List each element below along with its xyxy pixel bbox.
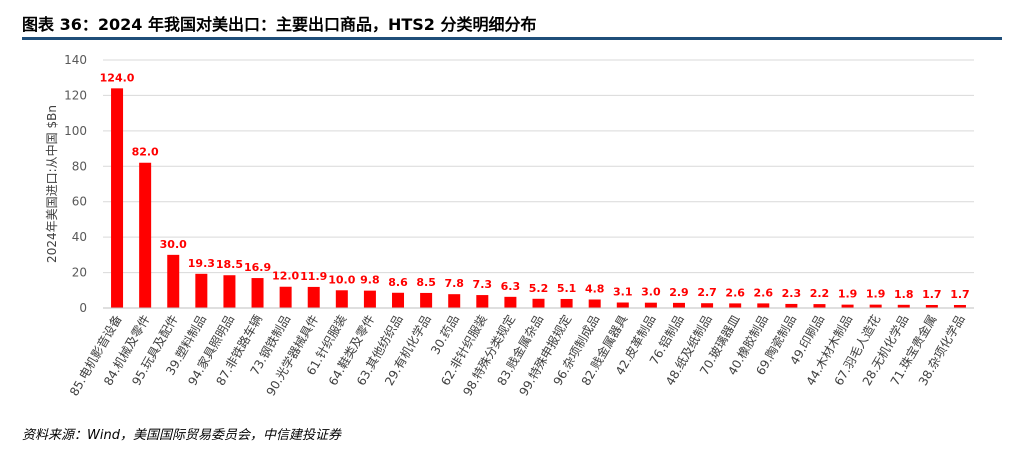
bar xyxy=(363,290,376,308)
data-label: 2.6 xyxy=(725,286,745,299)
y-tick-label: 0 xyxy=(79,301,87,315)
y-tick-label: 100 xyxy=(64,124,87,138)
source-note: 资料来源：Wind，美国国际贸易委员会，中信建投证券 xyxy=(22,428,341,443)
data-label: 2.7 xyxy=(697,286,717,299)
data-label: 12.0 xyxy=(272,270,299,283)
bar xyxy=(841,304,854,308)
y-axis-ticks: 0 20 40 60 80 100 120 140 xyxy=(64,53,87,315)
data-label: 2.9 xyxy=(669,286,689,299)
bar xyxy=(167,254,180,308)
data-label: 2.2 xyxy=(810,287,830,300)
data-label: 11.9 xyxy=(300,270,327,283)
bar-chart: 0 20 40 60 80 100 120 140 124.0 82.0 30.019.3 18.5… xyxy=(44,53,974,398)
data-label: 9.8 xyxy=(360,274,380,287)
bar xyxy=(785,303,798,308)
y-tick-label: 140 xyxy=(64,53,87,67)
bar xyxy=(223,275,236,308)
data-label: 3.0 xyxy=(641,286,661,299)
data-label: 5.1 xyxy=(557,282,577,295)
data-label: 18.5 xyxy=(216,258,243,271)
bar xyxy=(644,302,657,308)
data-label: 1.7 xyxy=(950,288,970,301)
data-label: 19.3 xyxy=(188,257,215,270)
data-label: 3.1 xyxy=(613,286,633,299)
y-tick-label: 60 xyxy=(72,195,87,209)
y-tick-label: 120 xyxy=(64,88,87,102)
data-label: 7.8 xyxy=(444,277,464,290)
bar xyxy=(139,162,152,308)
bar xyxy=(195,273,208,308)
data-label: 4.8 xyxy=(585,282,605,295)
data-label: 30.0 xyxy=(160,238,187,251)
y-tick-label: 20 xyxy=(72,266,87,280)
bar xyxy=(448,294,461,308)
bar xyxy=(897,304,910,308)
bar xyxy=(953,304,966,308)
bar xyxy=(504,296,517,308)
x-axis-ticks: 85.电机影音设备84.机械及零件95.玩具及配件39.塑料制品94.家具照明品… xyxy=(66,312,967,398)
bar xyxy=(672,302,685,308)
y-axis-title: 2024年美国进口:从中国 $Bn xyxy=(44,105,59,263)
data-label: 10.0 xyxy=(328,273,355,286)
bar xyxy=(532,298,545,308)
data-label: 124.0 xyxy=(100,71,135,84)
data-label: 8.6 xyxy=(388,276,408,289)
data-label: 5.2 xyxy=(529,282,549,295)
bar xyxy=(729,303,742,308)
bar xyxy=(616,302,629,308)
gridlines xyxy=(103,59,974,274)
bar xyxy=(307,286,320,308)
data-label: 1.9 xyxy=(866,288,886,301)
figure-title: 图表 36：2024 年我国对美出口：主要出口商品，HTS2 分类明细分布 xyxy=(22,15,537,34)
bar xyxy=(813,304,826,308)
bar xyxy=(701,303,714,308)
bar xyxy=(420,292,433,308)
y-tick-label: 80 xyxy=(72,159,87,173)
bar xyxy=(757,303,770,308)
bar xyxy=(588,299,601,308)
bar xyxy=(476,295,489,308)
bar xyxy=(560,298,573,308)
bar xyxy=(869,304,882,308)
data-label: 6.3 xyxy=(501,280,521,293)
data-labels: 124.0 82.0 30.019.3 18.5 16.912.0 11.9 10.0 9.8… xyxy=(100,71,970,301)
bar xyxy=(335,290,348,308)
data-label: 1.9 xyxy=(838,288,858,301)
y-tick-label: 40 xyxy=(72,230,87,244)
bar xyxy=(279,286,292,308)
data-label: 2.6 xyxy=(754,286,774,299)
bar xyxy=(251,278,264,308)
data-label: 8.5 xyxy=(416,276,436,289)
data-label: 7.3 xyxy=(473,278,493,291)
bars xyxy=(111,88,966,308)
bar xyxy=(111,88,124,308)
title-divider xyxy=(22,37,1002,40)
data-label: 2.3 xyxy=(782,287,802,300)
data-label: 1.7 xyxy=(922,288,942,301)
data-label: 82.0 xyxy=(132,146,159,159)
data-label: 16.9 xyxy=(244,261,271,274)
bar xyxy=(392,292,405,308)
data-label: 1.8 xyxy=(894,288,914,301)
bar xyxy=(925,304,938,308)
